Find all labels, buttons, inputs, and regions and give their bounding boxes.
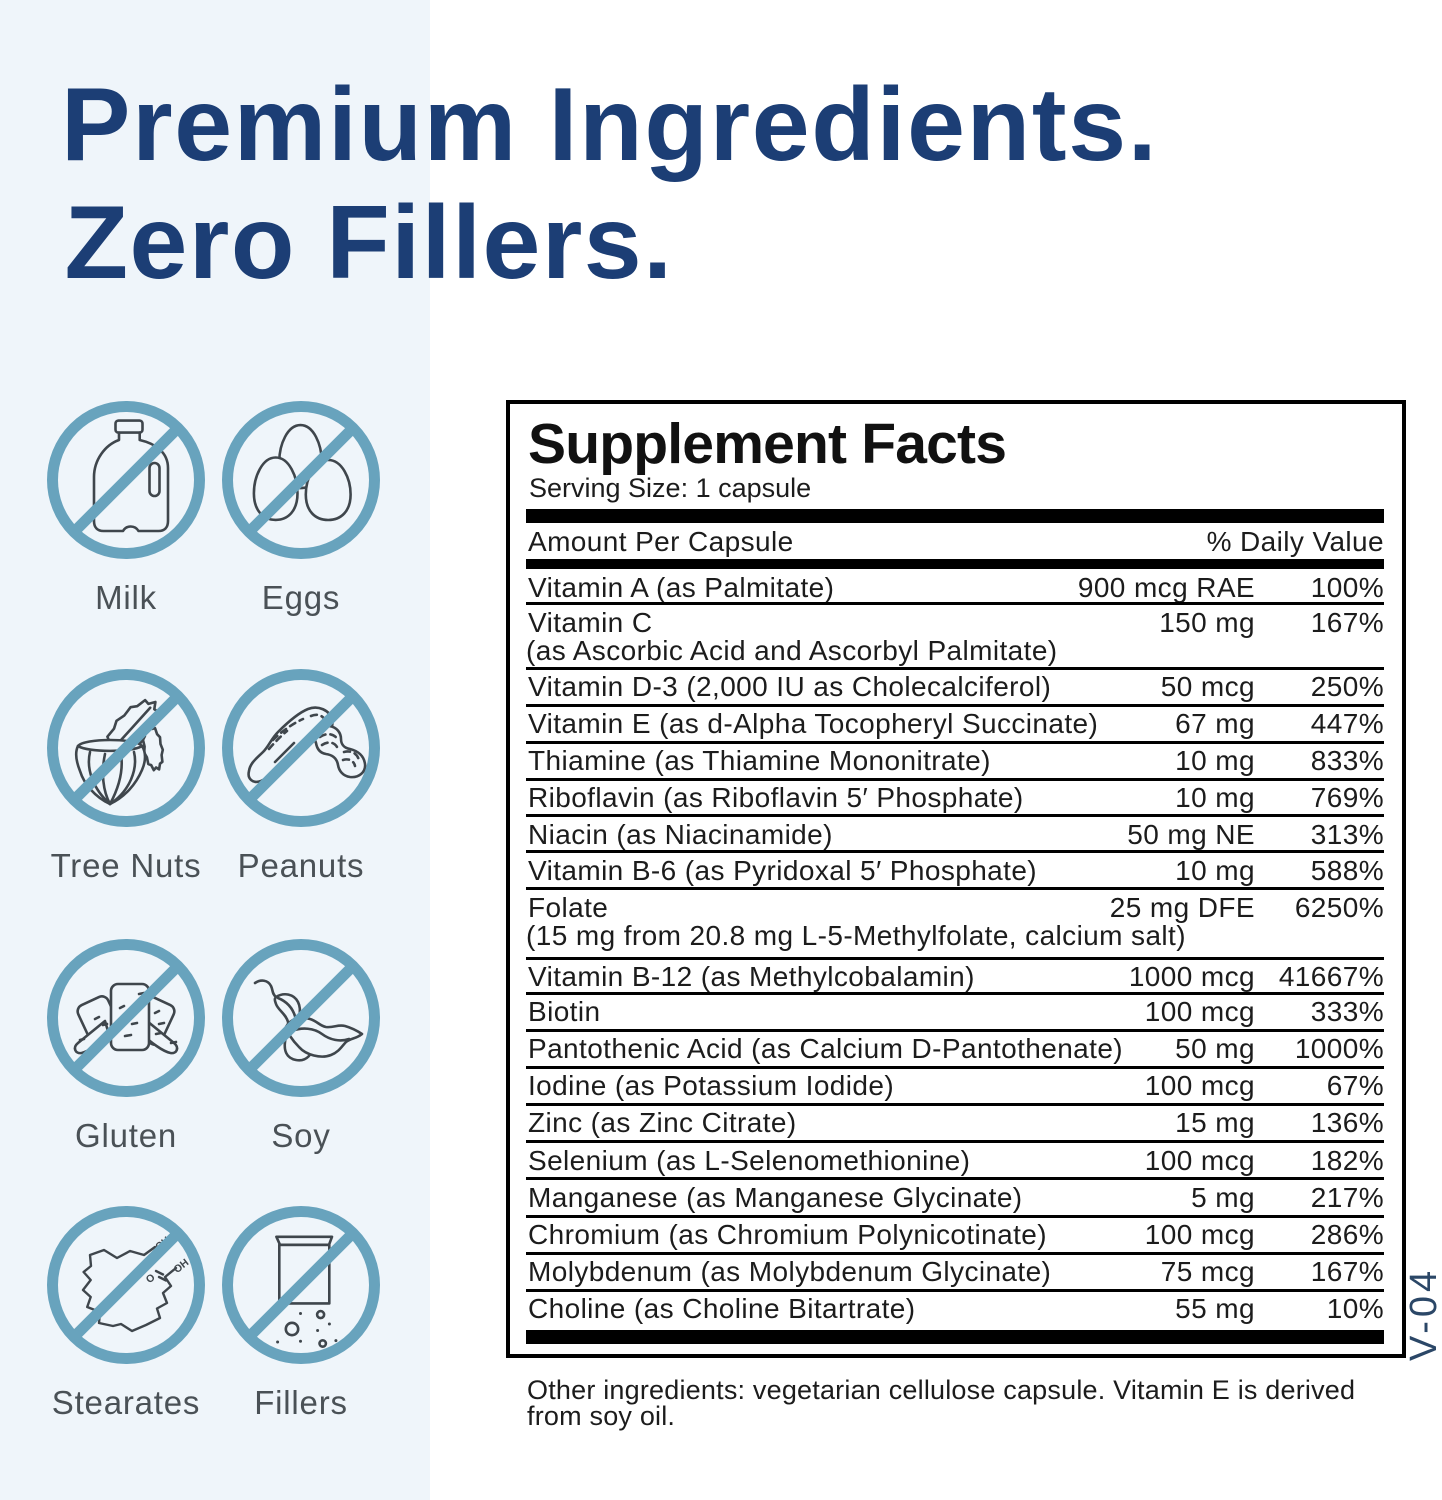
svg-text:O: O xyxy=(144,1271,158,1285)
svg-text:OH: OH xyxy=(171,1257,191,1276)
